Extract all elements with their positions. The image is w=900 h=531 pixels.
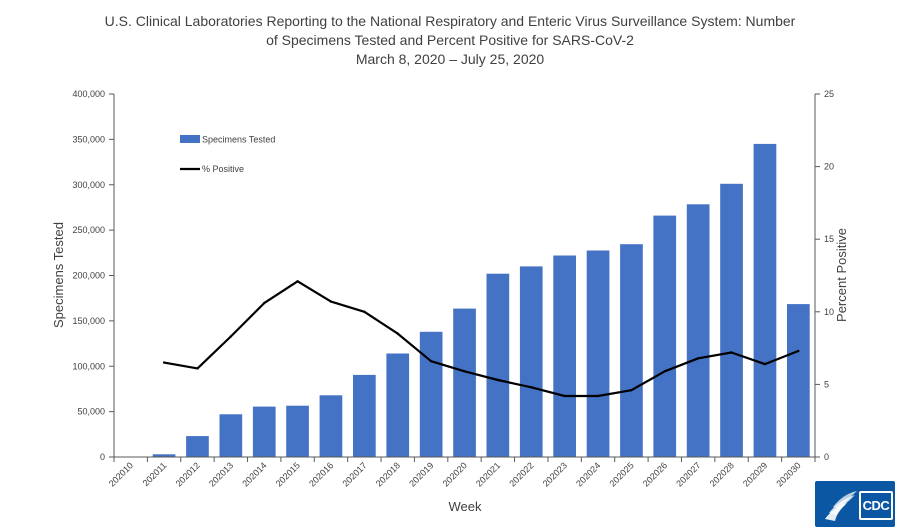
percent-positive-point-202017	[363, 310, 366, 313]
x-tick-label: 202013	[207, 460, 235, 488]
legend-label-percent-positive: % Positive	[202, 164, 244, 174]
y-tick-label: 250,000	[72, 225, 105, 235]
y2-tick-label: 20	[824, 162, 834, 172]
x-tick-label: 202016	[307, 460, 335, 488]
x-tick-label: 202020	[441, 460, 469, 488]
bar-202018	[386, 353, 410, 457]
y-tick-label: 50,000	[77, 407, 105, 417]
bar-202025	[620, 244, 643, 457]
bar-202023	[553, 255, 576, 457]
percent-positive-point-202021	[496, 378, 500, 382]
percent-positive-point-202016	[329, 300, 333, 303]
x-tick-label: 202027	[674, 460, 702, 488]
y-tick-label: 200,000	[72, 271, 105, 281]
line-series-percent-positive	[162, 280, 800, 398]
percent-positive-point-202022	[530, 386, 533, 389]
percent-positive-point-202013	[229, 335, 232, 338]
percent-positive-point-202030	[797, 349, 800, 353]
x-tick-label: 202015	[274, 460, 302, 488]
percent-positive-point-202027	[697, 357, 700, 360]
chart-title-line-1: U.S. Clinical Laboratories Reporting to …	[104, 13, 796, 29]
cdc-logo-text: CDC	[859, 491, 893, 520]
axis-labels: Week Specimens Tested Percent Positive	[51, 222, 849, 514]
percent-positive-line	[163, 280, 799, 398]
hhs-eagle-icon	[825, 491, 857, 521]
x-axis-label: Week	[449, 499, 482, 514]
x-tick-label: 202010	[107, 460, 135, 488]
bar-series-specimens-tested	[152, 143, 810, 458]
percent-positive-point-202012	[196, 367, 199, 370]
bar-202011	[152, 454, 176, 457]
percent-positive-point-202023	[563, 394, 566, 398]
y-tick-label: 400,000	[72, 89, 105, 99]
percent-positive-point-202025	[630, 389, 633, 392]
percent-positive-point-202019	[429, 360, 433, 363]
x-tick-label: 202012	[174, 460, 202, 488]
x-tick-label: 202019	[407, 460, 435, 488]
y-tick-label: 350,000	[72, 134, 105, 144]
legend-label-specimens-tested: Specimens Tested	[202, 135, 275, 145]
bar-202017	[353, 374, 376, 457]
x-tick-label: 202017	[340, 460, 368, 488]
x-tick-label: 202023	[541, 460, 569, 488]
x-tick-label: 202018	[374, 460, 402, 488]
y-axis-label: Specimens Tested	[51, 222, 66, 328]
percent-positive-point-202011	[162, 361, 166, 364]
x-tick-label: 202025	[608, 460, 636, 488]
percent-positive-point-202024	[596, 394, 600, 398]
percent-positive-point-202028	[730, 351, 733, 354]
x-tick-label: 202022	[507, 460, 535, 488]
y2-tick-label: 10	[824, 307, 834, 317]
x-tick-label: 202021	[474, 460, 502, 488]
x-tick-label: 202024	[574, 460, 602, 488]
percent-positive-point-202029	[763, 362, 767, 366]
bar-202021	[486, 273, 510, 457]
y-tick-label: 150,000	[72, 316, 105, 326]
bar-202020	[453, 308, 476, 457]
y2-tick-label: 25	[824, 89, 834, 99]
y2-tick-label: 5	[824, 379, 829, 389]
x-tick-label: 202029	[741, 460, 769, 488]
y-tick-label: 100,000	[72, 361, 105, 371]
x-tick-label: 202028	[708, 460, 736, 488]
percent-positive-point-202018	[396, 332, 399, 335]
y2-axis-label: Percent Positive	[834, 228, 849, 322]
x-tick-label: 202030	[774, 460, 802, 488]
bar-202014	[252, 406, 276, 457]
y2-tick-label: 15	[824, 234, 834, 244]
y-tick-label: 300,000	[72, 180, 105, 190]
legend-swatch-specimens-tested	[180, 135, 200, 143]
chart-subtitle: March 8, 2020 – July 25, 2020	[355, 51, 545, 67]
percent-positive-point-202015	[296, 280, 299, 283]
bar-202027	[686, 204, 710, 457]
x-tick-label: 202014	[240, 460, 268, 488]
bar-202026	[653, 215, 677, 457]
bar-202015	[286, 405, 309, 457]
bar-202030	[787, 304, 810, 457]
bar-202019	[419, 331, 443, 457]
bar-202013	[219, 414, 243, 457]
bar-202016	[319, 395, 343, 457]
bar-202028	[720, 183, 743, 458]
y-tick-label: 0	[100, 452, 105, 462]
x-tick-label: 202011	[141, 460, 169, 488]
bar-202012	[186, 436, 209, 457]
bar-202029	[753, 143, 777, 457]
bar-202022	[519, 266, 543, 457]
y2-tick-label: 0	[824, 452, 829, 462]
x-tick-label: 202026	[641, 460, 669, 488]
chart-title-line-2: of Specimens Tested and Percent Positive…	[266, 32, 634, 48]
percent-positive-point-202020	[463, 370, 466, 373]
cdc-logo: CDC	[815, 481, 895, 527]
percent-positive-point-202026	[663, 370, 666, 373]
percent-positive-point-202014	[263, 301, 266, 305]
legend: Specimens Tested % Positive	[180, 135, 275, 174]
bar-202024	[586, 250, 610, 457]
